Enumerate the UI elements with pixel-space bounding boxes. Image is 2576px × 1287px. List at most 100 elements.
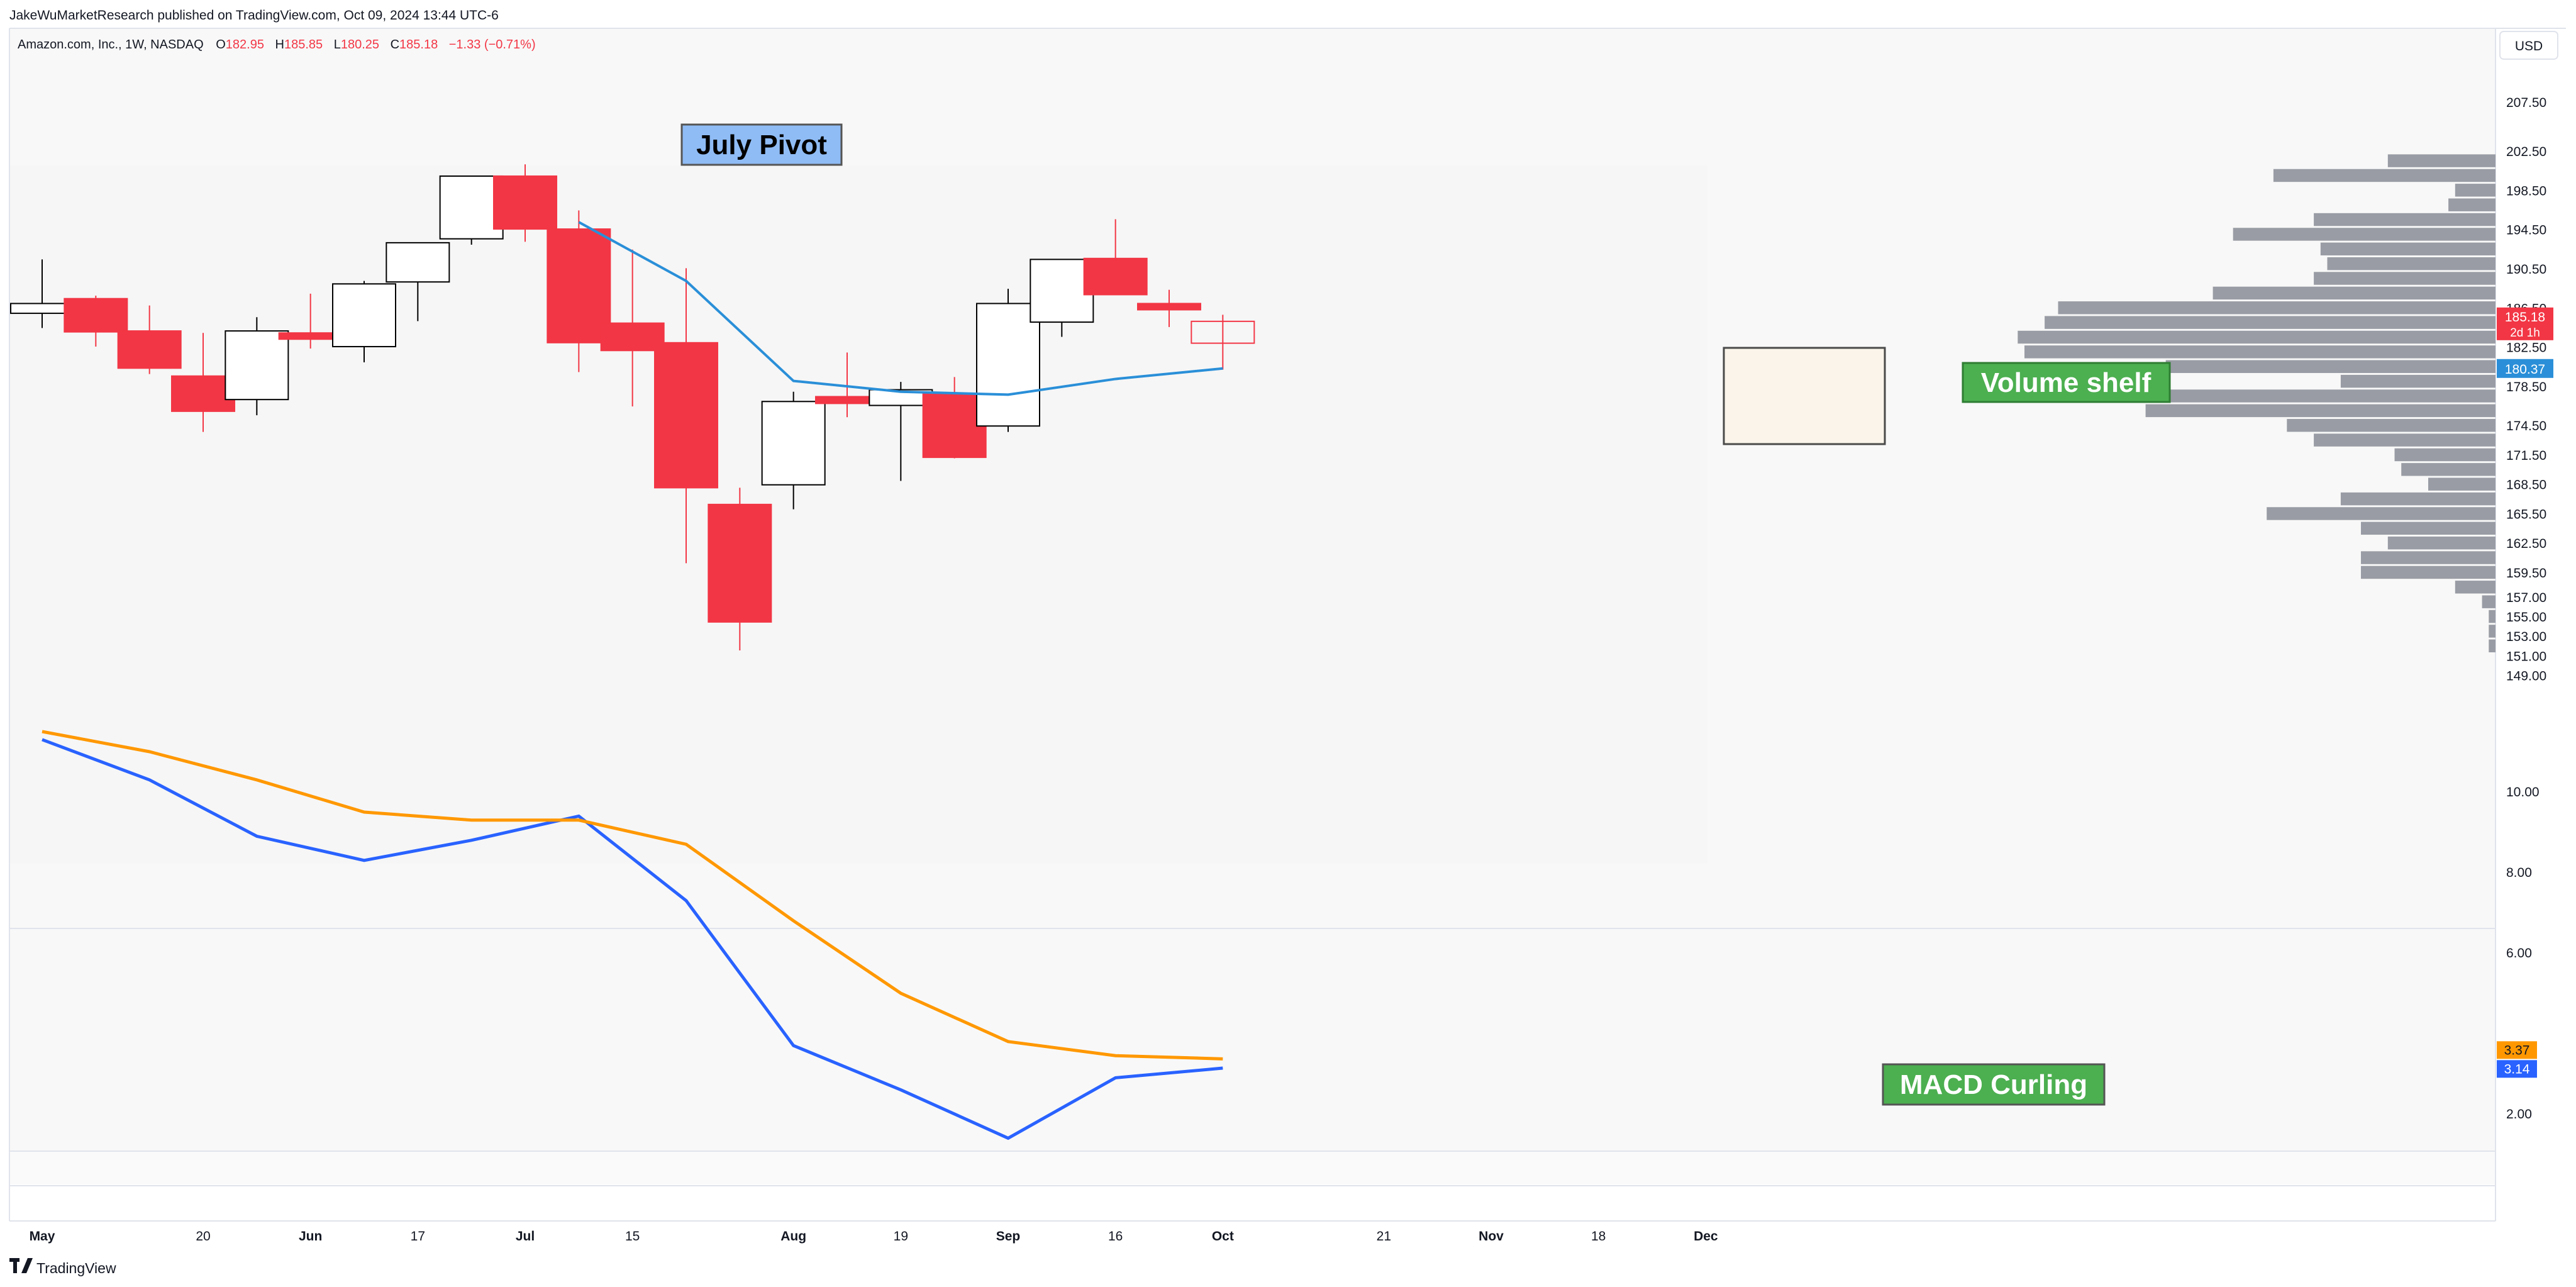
time-tick-label: Dec: [1694, 1229, 1718, 1244]
volume-profile-bar: [2401, 463, 2496, 476]
price-tick-label: 198.50: [2506, 184, 2546, 198]
ma-price-badge: [2497, 359, 2553, 378]
volume-profile-bar: [2212, 286, 2496, 300]
time-tick-label: Aug: [780, 1229, 806, 1244]
volume-profile-bar: [2489, 610, 2496, 623]
volume-shelf-box: [1723, 347, 1886, 445]
time-tick-label: Sep: [996, 1229, 1021, 1244]
price-tick-label: 207.50: [2506, 96, 2546, 110]
candle-body: [64, 298, 128, 333]
volume-profile-bar: [2018, 330, 2496, 344]
range-shade: [9, 165, 1707, 864]
price-tick-label: 157.00: [2506, 591, 2546, 605]
candle-body: [225, 330, 289, 401]
volume-profile-bar: [2489, 625, 2496, 638]
volume-profile-bar: [2314, 272, 2496, 285]
macd-badge: [2497, 1060, 2537, 1078]
time-tick-label: Oct: [1212, 1229, 1234, 1244]
open-label: O: [216, 38, 226, 52]
volume-profile-bar: [2387, 154, 2496, 167]
macd-tick-label: 10.00: [2506, 785, 2540, 800]
price-tick-label: 178.50: [2506, 380, 2546, 394]
time-axis-ticks: May 20 Jun 17 Jul 15 Aug 19 Sep 16 Oct 21 Nov 18 Dec: [30, 1229, 1718, 1244]
time-tick-label: 19: [894, 1229, 908, 1244]
candle-body: [332, 283, 396, 348]
close-value: 185.18: [399, 38, 438, 52]
signal-line: [42, 730, 1223, 1061]
volume-profile-bar: [2428, 477, 2496, 491]
candle-body: [654, 342, 718, 489]
moving-average-line: [578, 221, 1223, 396]
volume-profile-bar: [2361, 521, 2496, 535]
candle-body: [117, 330, 182, 369]
macd-value: 3.14: [2504, 1062, 2530, 1076]
candle-body: [1030, 259, 1094, 323]
july-pivot-text: July Pivot: [696, 130, 827, 160]
volume-profile-bar: [2118, 389, 2496, 403]
volume-shelf-text: Volume shelf: [1981, 367, 2151, 398]
candle-body: [547, 228, 611, 343]
volume-profile-bar: [2361, 551, 2496, 564]
volume-profile-bar: [2045, 316, 2496, 329]
price-axis-ticks: 207.50202.50198.50194.50190.50186.50182.…: [2506, 96, 2546, 683]
volume-profile-bar: [2340, 492, 2496, 506]
volume-profile-bar: [2267, 507, 2496, 520]
change-value: −1.33 (−0.71%): [449, 38, 536, 52]
candle-body: [761, 401, 826, 486]
currency-button[interactable]: USD: [2499, 31, 2558, 60]
candle-body: [922, 393, 987, 459]
time-tick-label: 15: [625, 1229, 640, 1244]
volume-profile-bar: [2287, 419, 2496, 432]
signal-value: 3.37: [2504, 1043, 2530, 1057]
volume-profile: [2018, 154, 2496, 653]
volume-profile-bar: [2314, 433, 2496, 447]
volume-profile-bar: [2394, 448, 2496, 462]
tradingview-icon: [9, 1258, 33, 1273]
price-tick-label: 162.50: [2506, 537, 2546, 551]
price-tick-label: 194.50: [2506, 223, 2546, 238]
tradingview-logo: TradingView: [9, 1258, 116, 1276]
candle-body: [1083, 257, 1148, 296]
volume-profile-bar: [2482, 595, 2496, 608]
time-tick-label: 21: [1377, 1229, 1391, 1244]
price-tick-label: 151.00: [2506, 649, 2546, 664]
price-tick-label: 155.00: [2506, 610, 2546, 625]
volume-shelf-label: Volume shelf: [1962, 362, 2171, 403]
price-tick-label: 168.50: [2506, 478, 2546, 493]
volume-profile-bar: [2165, 360, 2496, 373]
time-tick-label: 17: [411, 1229, 425, 1244]
macd-tick-label: 8.00: [2506, 866, 2532, 880]
candle-body: [976, 303, 1040, 427]
time-tick-label: Jun: [299, 1229, 322, 1244]
main-pane-bg: [9, 28, 2496, 928]
macd-tick-label: 6.00: [2506, 946, 2532, 961]
candle-body: [493, 175, 557, 230]
candle-body: [1137, 303, 1201, 311]
volume-profile-bar: [2320, 242, 2496, 256]
volume-profile-bar: [2145, 404, 2496, 418]
july-pivot-label: July Pivot: [680, 123, 843, 166]
price-tick-label: 182.50: [2506, 341, 2546, 355]
time-tick-label: 18: [1591, 1229, 1606, 1244]
price-tick-label: 174.50: [2506, 419, 2546, 433]
macd-tick-label: 2.00: [2506, 1107, 2532, 1122]
empty-pane-bg: [9, 1152, 2496, 1184]
volume-profile-bar: [2314, 213, 2496, 226]
ma-price-value: 180.37: [2505, 362, 2545, 377]
currency-label[interactable]: USD: [2515, 39, 2543, 53]
symbol-title: Amazon.com, Inc., 1W, NASDAQ: [18, 38, 204, 52]
candle-body: [600, 322, 665, 352]
macd-pane-bg: [9, 929, 2496, 1150]
volume-profile-bar: [2387, 536, 2496, 550]
time-tick-label: Jul: [516, 1229, 535, 1244]
volume-profile-bar: [2327, 257, 2496, 270]
candle-body: [1191, 320, 1255, 344]
price-tick-label: 202.50: [2506, 145, 2546, 159]
price-tick-label: 165.50: [2506, 507, 2546, 521]
price-tick-label: 153.00: [2506, 630, 2546, 644]
volume-profile-bar: [2455, 581, 2496, 594]
published-line: JakeWuMarketResearch published on Tradin…: [9, 8, 499, 23]
countdown-value: 2d 1h: [2510, 326, 2540, 340]
